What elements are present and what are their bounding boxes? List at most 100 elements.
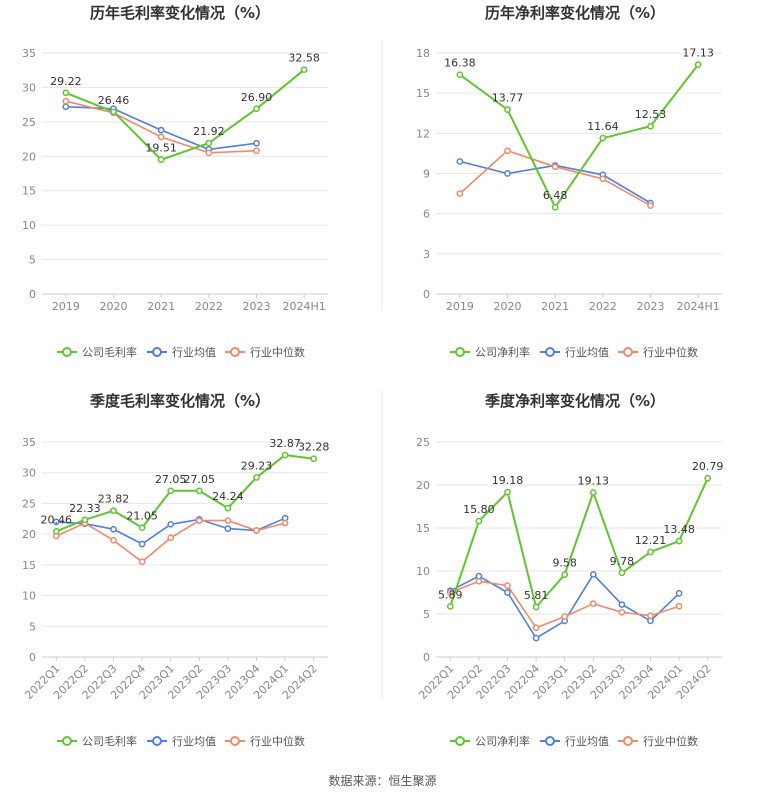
x-tick-label: 2024H1	[677, 300, 720, 313]
legend-label: 行业均值	[565, 346, 609, 359]
data-point-company	[300, 66, 308, 74]
legend-label: 行业均值	[172, 346, 216, 359]
x-tick-label: 2019	[446, 300, 474, 313]
data-point-industry_median	[456, 190, 464, 197]
legend-label: 行业中位数	[250, 345, 305, 359]
chart-title: 历年毛利率变化情况（%）	[90, 4, 270, 22]
legend-item: 行业均值	[540, 735, 609, 748]
data-point-company	[647, 122, 654, 130]
x-tick-label: 2024H1	[283, 300, 326, 313]
y-tick-label: 30	[22, 467, 36, 480]
data-point-industry_avg	[52, 518, 60, 526]
legend-swatch-marker	[545, 736, 555, 746]
data-point-company	[81, 516, 89, 524]
x-tick-label: 2022	[195, 300, 223, 313]
chart-title: 季度净利率变化情况（%）	[485, 392, 665, 410]
y-tick-label: 0	[423, 651, 430, 664]
data-point-industry_avg	[504, 170, 511, 177]
x-tick-label: 2023	[637, 300, 665, 313]
legend-swatch-marker	[62, 347, 72, 357]
legend-item: 行业中位数	[225, 345, 305, 359]
legend-swatch-marker	[455, 347, 465, 357]
data-point-industry_median	[157, 133, 165, 141]
x-tick-label: 2021	[147, 300, 175, 313]
legend-label: 公司净利率	[475, 345, 530, 359]
data-point-industry_median	[195, 517, 203, 524]
data-point-company	[281, 451, 289, 459]
data-point-company	[456, 71, 464, 79]
legend-item: 行业均值	[147, 735, 216, 748]
legend-swatch-marker	[545, 347, 555, 357]
data-label: 32.58	[288, 52, 320, 65]
data-point-industry_median	[532, 624, 540, 632]
chart-title: 季度毛利率变化情况（%）	[90, 392, 270, 410]
y-tick-label: 20	[22, 528, 36, 541]
y-tick-label: 12	[416, 127, 430, 140]
data-point-industry_median	[504, 147, 511, 155]
legend-item: 公司毛利率	[57, 345, 137, 359]
legend-item: 行业均值	[147, 346, 216, 359]
data-point-company	[224, 504, 232, 512]
data-point-company	[310, 455, 318, 463]
data-point-industry_median	[675, 602, 683, 610]
data-point-industry_avg	[62, 103, 70, 111]
legend-label: 行业均值	[565, 735, 609, 748]
data-point-industry_median	[224, 517, 232, 524]
y-tick-label: 3	[423, 248, 430, 261]
y-tick-label: 10	[416, 565, 430, 578]
y-tick-label: 15	[416, 522, 430, 535]
data-label: 27.05	[184, 473, 216, 486]
x-tick-label: 2021	[541, 300, 569, 313]
legend-swatch-marker	[455, 736, 465, 746]
data-label: 20.79	[692, 460, 724, 473]
series-line-company	[65, 68, 305, 161]
legend-label: 行业中位数	[250, 734, 305, 748]
data-point-company	[446, 602, 454, 610]
data-point-industry_median	[205, 149, 213, 157]
data-label: 21.92	[193, 125, 225, 138]
data-label: 20.46	[41, 513, 73, 526]
data-point-company	[504, 488, 511, 496]
data-label: 21.05	[126, 510, 158, 523]
legend-label: 行业中位数	[643, 734, 698, 748]
data-label: 27.05	[155, 473, 187, 486]
data-point-company	[704, 474, 712, 482]
y-tick-label: 0	[423, 288, 430, 301]
quarterly-gross-margin-chart: 季度毛利率变化情况（%）051015202530352022Q12022Q220…	[22, 392, 329, 748]
y-tick-label: 10	[22, 590, 36, 603]
data-point-industry_median	[647, 612, 654, 620]
data-label: 9.58	[552, 557, 577, 570]
legend-label: 行业中位数	[643, 345, 698, 359]
data-point-industry_median	[551, 163, 559, 171]
data-point-industry_median	[589, 600, 597, 608]
y-tick-label: 9	[423, 168, 430, 181]
data-point-industry_avg	[456, 158, 464, 165]
data-point-company	[589, 489, 597, 496]
y-tick-label: 6	[423, 208, 430, 221]
annual-gross-margin-chart: 历年毛利率变化情况（%） 0 5 10 15 20 25 30 35 2019 2020 2021 20…	[22, 4, 328, 359]
y-tick-label: 5	[423, 608, 430, 621]
data-label: 17.13	[682, 47, 714, 60]
legend-item: 公司毛利率	[57, 734, 137, 748]
series-line-company	[459, 63, 699, 210]
data-point-industry_avg	[618, 601, 626, 608]
data-point-company	[138, 524, 146, 532]
data-label: 24.24	[212, 490, 244, 503]
data-label: 29.23	[241, 459, 273, 472]
data-point-company	[205, 139, 213, 147]
data-point-company	[551, 203, 559, 211]
data-point-company	[62, 89, 70, 97]
legend-swatch-marker	[623, 347, 633, 357]
data-label: 32.87	[269, 437, 301, 450]
data-label: 13.48	[663, 523, 695, 536]
data-point-company	[647, 548, 654, 556]
x-tick-label: 2022	[589, 300, 617, 313]
legend-item: 行业中位数	[225, 734, 305, 748]
legend-label: 公司净利率	[475, 734, 530, 748]
data-point-industry_median	[618, 608, 626, 616]
data-point-industry_avg	[138, 540, 146, 548]
legend-item: 行业中位数	[618, 734, 698, 748]
data-label: 22.33	[69, 502, 101, 515]
quarterly-net-margin-chart: 季度净利率变化情况（%）05101520252022Q12022Q22022Q3…	[416, 392, 723, 748]
x-tick-label: 2020	[100, 300, 128, 313]
